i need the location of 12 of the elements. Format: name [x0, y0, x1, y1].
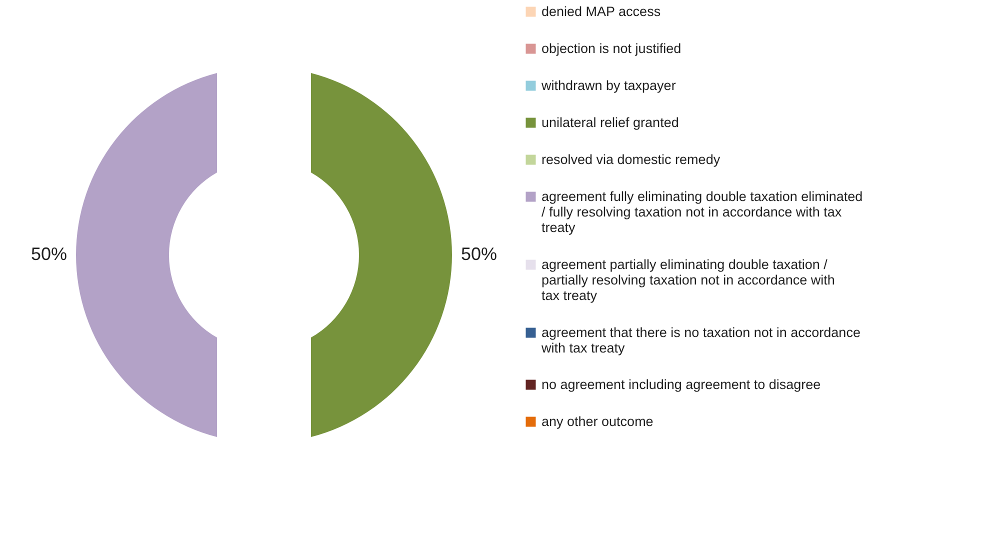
legend-label: agreement partially eliminating double taxation / partially resolving taxation not in accordance with tax treaty	[542, 256, 835, 303]
legend-label: unilateral relief granted	[542, 114, 679, 130]
legend-label: agreement fully eliminating double taxation eliminated / fully resolving taxation not in accordance with tax treaty	[542, 188, 863, 235]
legend-label: resolved via domestic remedy	[542, 152, 720, 167]
legend-label: no agreement including agreement to disagree	[542, 376, 821, 392]
legend-label: any other outcome	[542, 414, 654, 429]
legend-label: agreement that there is no taxation not in accordance with tax treaty	[540, 324, 860, 356]
legend-label: denied MAP access	[542, 4, 661, 19]
legend-label: objection is not justified	[542, 40, 682, 56]
data-label: 50%	[30, 244, 68, 264]
data-label: 50%	[460, 244, 498, 264]
legend-label: withdrawn by taxpayer	[540, 78, 676, 93]
